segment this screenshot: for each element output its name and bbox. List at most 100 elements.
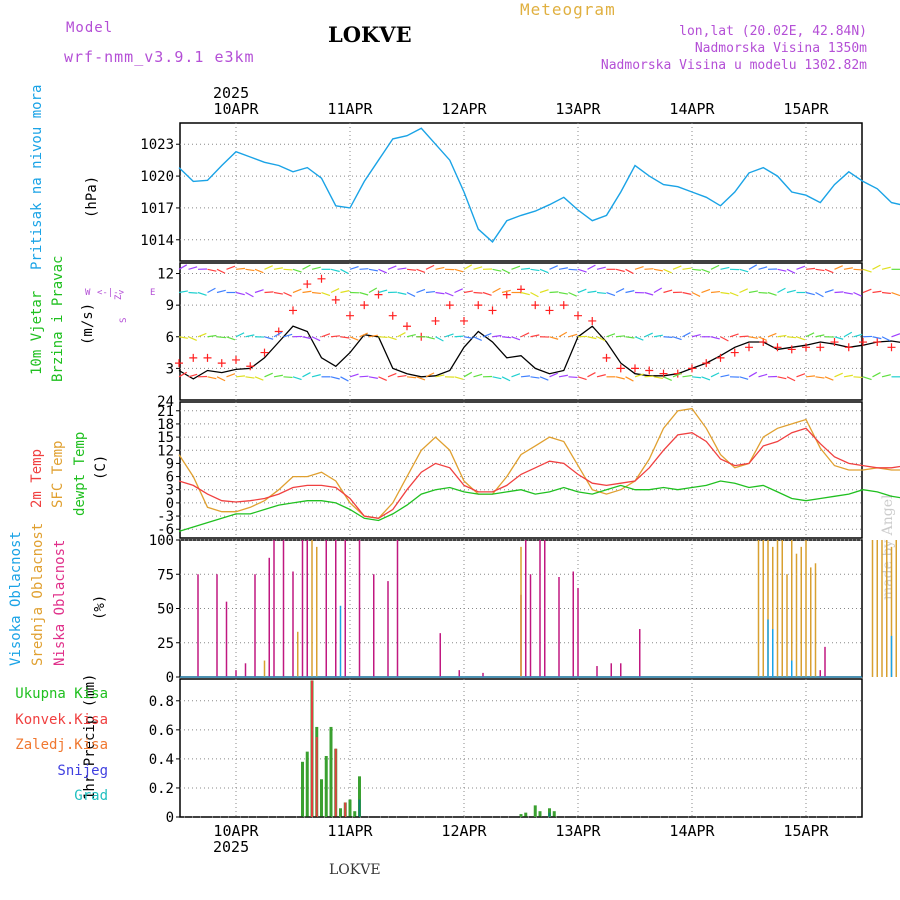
wind-barb bbox=[235, 291, 245, 296]
wind-barb bbox=[368, 268, 378, 272]
wind-barb bbox=[701, 288, 711, 294]
wind-barb bbox=[549, 372, 558, 378]
wind-barb bbox=[178, 371, 188, 378]
precip-bar bbox=[538, 811, 542, 817]
gust-marker bbox=[545, 306, 554, 315]
wind-barb bbox=[824, 268, 834, 274]
wind-barb bbox=[454, 268, 464, 273]
wind-barb bbox=[463, 290, 473, 294]
wind-barb bbox=[558, 374, 568, 378]
wind-barb bbox=[739, 288, 748, 294]
wind-barb bbox=[729, 291, 739, 297]
wind-barb bbox=[653, 268, 663, 272]
wind-barb bbox=[777, 376, 787, 380]
precip-bar bbox=[334, 748, 337, 817]
wind-barb bbox=[758, 373, 768, 378]
y-tick-label: 6 bbox=[166, 470, 174, 486]
gust-marker bbox=[303, 280, 312, 289]
wind-barb bbox=[625, 290, 635, 294]
wind-barb bbox=[178, 264, 188, 270]
wind-barb bbox=[368, 334, 378, 338]
wind-barb bbox=[397, 267, 407, 270]
wind-barb bbox=[577, 288, 587, 294]
wind-barb bbox=[330, 335, 341, 338]
precip-bar bbox=[533, 805, 537, 817]
precip-bar bbox=[519, 814, 523, 817]
wind-barb bbox=[511, 265, 521, 270]
wind-barb bbox=[387, 265, 397, 270]
wind-barb bbox=[805, 375, 816, 378]
wind-barb bbox=[758, 266, 768, 270]
wind-barb bbox=[796, 336, 806, 341]
y-tick-label: 100 bbox=[149, 533, 174, 549]
gust-marker bbox=[531, 301, 540, 310]
wind-barb bbox=[625, 268, 634, 275]
gust-marker bbox=[873, 338, 882, 347]
gust-marker bbox=[203, 353, 212, 362]
y-tick-label: 1014 bbox=[140, 233, 174, 249]
date-label-top: 12APR bbox=[441, 100, 487, 118]
wind-barb bbox=[606, 291, 616, 297]
year-top: 2025 bbox=[213, 84, 250, 102]
precip-bar bbox=[320, 779, 323, 817]
wind-barb bbox=[596, 266, 606, 270]
wind-barb bbox=[273, 291, 283, 295]
wind-barb bbox=[235, 332, 245, 338]
wind-barb bbox=[843, 267, 853, 270]
wind-barb bbox=[454, 288, 463, 294]
wind-barb bbox=[520, 375, 531, 378]
wind-barb bbox=[805, 291, 815, 296]
wind-barb bbox=[615, 288, 625, 294]
wind-barb bbox=[511, 373, 521, 378]
year-bottom: 2025 bbox=[213, 838, 250, 856]
wind-barb bbox=[720, 291, 730, 295]
wind-barb bbox=[207, 268, 217, 272]
wind-barb bbox=[710, 264, 720, 270]
wind-barb bbox=[254, 376, 264, 381]
legend-hail: Grad bbox=[74, 788, 108, 804]
wind-barb bbox=[539, 376, 549, 381]
wind-barb bbox=[416, 376, 426, 381]
wind-barb bbox=[378, 336, 388, 338]
y-tick-label: 0 bbox=[166, 496, 174, 512]
panel-frame bbox=[179, 678, 863, 818]
precip-bar bbox=[552, 811, 556, 817]
wind-barb bbox=[843, 291, 853, 295]
wind-barb bbox=[549, 291, 559, 294]
wind-barb bbox=[482, 332, 492, 338]
wind-barb bbox=[245, 291, 254, 298]
gust-marker bbox=[716, 353, 725, 362]
wind-barb bbox=[663, 289, 673, 294]
precip-bar bbox=[305, 751, 309, 817]
wind-barb bbox=[653, 287, 663, 294]
precip-bar bbox=[358, 799, 361, 817]
date-label-bottom: 13APR bbox=[555, 822, 601, 840]
wind-barb bbox=[568, 268, 578, 271]
wind-barb bbox=[349, 373, 359, 378]
wind-barb bbox=[558, 267, 568, 270]
footer-station: LOKVE bbox=[329, 862, 381, 878]
date-label-top: 13APR bbox=[555, 100, 601, 118]
wind-barb bbox=[340, 376, 349, 382]
wind-barb bbox=[178, 290, 188, 294]
precip-bar bbox=[315, 737, 318, 817]
wind-barb bbox=[739, 268, 749, 273]
wind-barb bbox=[349, 336, 359, 341]
precip-bar bbox=[358, 776, 361, 817]
wind-barb bbox=[596, 374, 606, 378]
gust-marker bbox=[631, 364, 639, 373]
y-tick-label: 1017 bbox=[140, 201, 174, 217]
wind-barb bbox=[330, 288, 340, 294]
wind-barb bbox=[615, 268, 625, 273]
wind-barb bbox=[634, 373, 644, 378]
wind-barb bbox=[549, 336, 559, 340]
wind-barb bbox=[615, 376, 625, 380]
wind-barb bbox=[425, 372, 435, 378]
wind-barb bbox=[872, 336, 882, 340]
wind-barb bbox=[834, 372, 843, 378]
wind-barb bbox=[302, 290, 312, 294]
wind-barb bbox=[881, 374, 891, 378]
wind-barb bbox=[777, 268, 787, 272]
wind-barb bbox=[264, 291, 274, 294]
wind-barb bbox=[463, 371, 473, 378]
